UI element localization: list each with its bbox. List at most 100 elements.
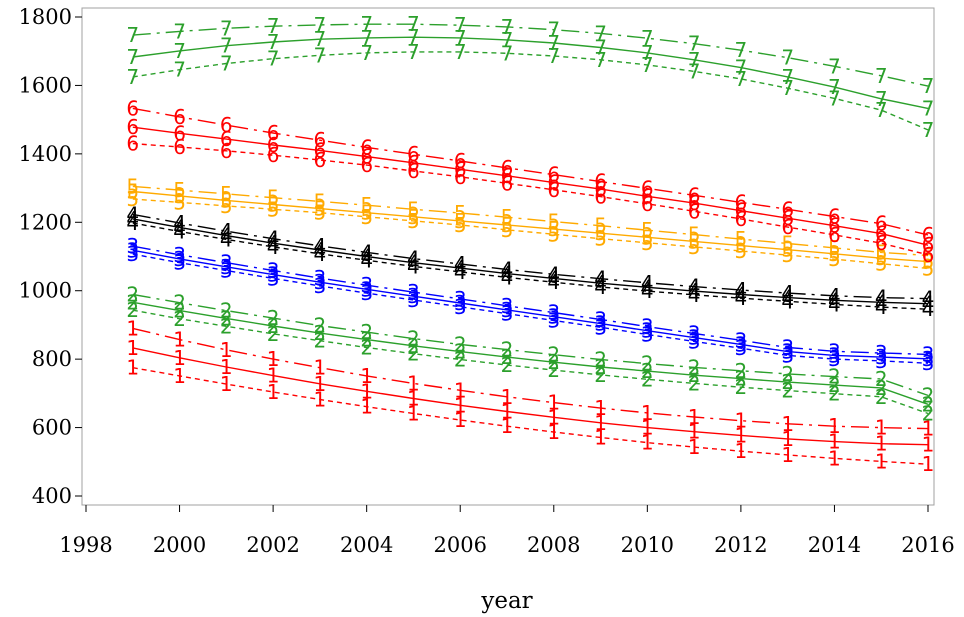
group-4-estimate-marker: 4 — [828, 288, 841, 312]
group-4-upper-marker: 4 — [875, 286, 888, 310]
group-2-upper-marker: 2 — [501, 338, 514, 362]
group-6-lower-marker: 6 — [220, 139, 233, 163]
group-3-estimate-marker: 3 — [220, 255, 233, 279]
group-6-lower-marker: 6 — [594, 185, 607, 209]
group-1-lower-marker: 1 — [547, 420, 560, 444]
group-6-estimate-marker: 6 — [173, 121, 186, 145]
group-1-lower-marker: 1 — [407, 402, 420, 426]
group-7-lower-marker: 7 — [220, 52, 233, 76]
group-1-lower-marker: 1 — [781, 443, 794, 467]
group-2-lower-line — [132, 309, 929, 415]
group-4-lower-line — [132, 222, 929, 310]
group-4-estimate-marker: 4 — [641, 275, 654, 299]
group-5-lower-marker: 5 — [501, 218, 514, 242]
group-5-lower-marker: 5 — [922, 257, 935, 281]
group-1-lower-line — [132, 367, 929, 465]
group-3-estimate-marker: 3 — [828, 343, 841, 367]
group-7-upper-marker: 7 — [407, 12, 420, 36]
group-6-upper-marker: 6 — [501, 156, 514, 180]
group-1-estimate-marker: 1 — [267, 364, 280, 388]
group-7-upper-marker: 7 — [781, 46, 794, 70]
group-4-estimate-marker: 4 — [501, 262, 514, 286]
group-5: 5 5 5 5 5 5 5 5 5 5 5 5 5 5 5 5 5 55 5 5 5 5 5 5 5 5 5 5 5 5 5 5 5 5 55 5 5 5… — [126, 174, 934, 280]
group-4-lower-marker: 4 — [875, 295, 888, 319]
group-1-upper-marker: 1 — [501, 385, 514, 409]
group-6-estimate-marker: 6 — [922, 233, 935, 257]
group-4-upper-marker: 4 — [781, 281, 794, 305]
group-3-lower-marker: 3 — [688, 329, 701, 353]
group-1-upper-marker: 1 — [126, 316, 139, 340]
group-2-lower-marker: 2 — [220, 314, 233, 338]
group-6-upper-marker: 6 — [126, 96, 139, 120]
group-7-upper-marker: 7 — [875, 64, 888, 88]
group-4-lower-marker: 4 — [360, 248, 373, 272]
group-3-upper-marker: 3 — [875, 341, 888, 365]
group-6-estimate-marker: 6 — [594, 177, 607, 201]
group-4-estimate-line — [132, 218, 929, 305]
group-6-lower-marker: 6 — [688, 199, 701, 223]
group-4-lower-marker: 4 — [781, 289, 794, 313]
group-7-estimate-marker: 7 — [501, 28, 514, 52]
group-7-lower-marker: 7 — [267, 47, 280, 71]
group-7-upper-marker: 7 — [126, 23, 139, 47]
group-5-estimate-marker: 5 — [875, 246, 888, 270]
group-3-lower-marker: 3 — [314, 274, 327, 298]
group-3-lower-marker: 3 — [126, 242, 139, 266]
group-1-upper-marker: 1 — [454, 378, 467, 402]
group-3-lower-marker: 3 — [875, 349, 888, 373]
group-3-upper-marker: 3 — [501, 294, 514, 318]
group-1-lower-marker: 1 — [267, 380, 280, 404]
group-7-lower-marker: 7 — [407, 40, 420, 64]
group-4-upper-marker: 4 — [314, 234, 327, 258]
group-2-upper-marker: 2 — [828, 365, 841, 389]
group-4-upper-line — [132, 213, 929, 300]
group-1-upper-marker: 1 — [735, 409, 748, 433]
group-3-upper-marker: 3 — [594, 308, 607, 332]
group-6-upper-marker: 6 — [220, 113, 233, 137]
group-1-estimate-marker: 1 — [875, 432, 888, 456]
group-1-estimate-marker: 1 — [781, 427, 794, 451]
group-4-estimate-marker: 4 — [126, 207, 139, 231]
group-3-estimate-marker: 3 — [594, 312, 607, 336]
group-3-upper-marker: 3 — [126, 234, 139, 258]
group-5-estimate-line — [132, 190, 929, 263]
y-tick-label: 1000 — [19, 279, 72, 303]
group-5-estimate-marker: 5 — [360, 201, 373, 225]
group-1-lower-marker: 1 — [173, 364, 186, 388]
group-5-estimate-marker: 5 — [314, 197, 327, 221]
group-7-upper-marker: 7 — [641, 26, 654, 50]
group-6: 6 6 6 6 6 6 6 6 6 6 6 6 6 6 6 6 6 66 6 6 6 6 6 6 6 6 6 6 6 6 6 6 6 6 66 6 6 6… — [126, 96, 934, 266]
group-7-upper-marker: 7 — [220, 16, 233, 40]
group-5-estimate-marker: 5 — [407, 205, 420, 229]
group-7-upper-marker: 7 — [173, 19, 186, 43]
group-2-lower-marker: 2 — [501, 353, 514, 377]
x-tick-label: 2010 — [621, 533, 674, 557]
group-1-upper-marker: 1 — [314, 356, 327, 380]
group-7-estimate-marker: 7 — [594, 36, 607, 60]
group-2-upper-marker: 2 — [407, 327, 420, 351]
group-1-lower-marker: 1 — [126, 356, 139, 380]
group-1-estimate-marker: 1 — [922, 433, 935, 457]
group-1-lower-marker: 1 — [360, 395, 373, 419]
group-7-estimate-marker: 7 — [454, 26, 467, 50]
group-7-upper-marker: 7 — [922, 74, 935, 98]
group-4-lower-marker: 4 — [407, 254, 420, 278]
group-5-upper-marker: 5 — [501, 205, 514, 229]
group-2-lower-marker: 2 — [875, 385, 888, 409]
group-5-lower-marker: 5 — [267, 197, 280, 221]
group-3-lower-marker: 3 — [922, 351, 935, 375]
group-2-estimate-marker: 2 — [314, 321, 327, 345]
group-7-lower-marker: 7 — [781, 76, 794, 100]
group-4-upper-marker: 4 — [220, 219, 233, 243]
group-6-lower-marker: 6 — [314, 148, 327, 172]
group-3-lower-marker: 3 — [267, 266, 280, 290]
group-4-lower-marker: 4 — [547, 270, 560, 294]
group-2-lower-marker: 2 — [781, 379, 794, 403]
group-5-estimate-marker: 5 — [828, 242, 841, 266]
group-3-estimate-marker: 3 — [360, 277, 373, 301]
group-2-estimate-marker: 2 — [360, 328, 373, 352]
group-7-estimate-marker: 7 — [220, 34, 233, 58]
group-5-estimate-marker: 5 — [781, 238, 794, 262]
group-2-lower-marker: 2 — [594, 363, 607, 387]
group-5-upper-marker: 5 — [407, 197, 420, 221]
